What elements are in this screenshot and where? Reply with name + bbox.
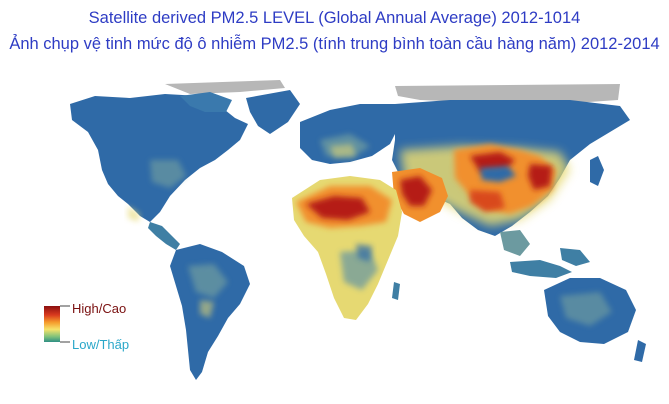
map-title-vietnamese: Ảnh chụp vệ tinh mức độ ô nhiễm PM2.5 (t… — [9, 35, 660, 53]
legend-color-bar — [44, 306, 60, 342]
no-data-region — [165, 80, 620, 104]
australia-landmass — [544, 278, 636, 344]
middle-east-landmass — [392, 168, 448, 222]
greenland-landmass — [246, 90, 300, 134]
southeast-asia-landmass — [500, 230, 590, 278]
north-america-landmass — [70, 92, 248, 222]
legend-high-label: High/Cao — [72, 301, 127, 316]
legend-low-label: Low/Thấp — [72, 337, 130, 352]
asia-landmass — [392, 100, 630, 236]
new-zealand-landmass — [634, 340, 646, 362]
central-america-haze — [128, 206, 140, 222]
map-title-english: Satellite derived PM2.5 LEVEL (Global An… — [88, 9, 581, 27]
south-america-landmass — [170, 244, 250, 380]
madagascar-landmass — [392, 282, 400, 300]
africa-landmass — [292, 176, 402, 320]
japan-landmass — [590, 156, 604, 186]
central-america-landmass — [148, 222, 180, 250]
europe-landmass — [300, 104, 400, 164]
